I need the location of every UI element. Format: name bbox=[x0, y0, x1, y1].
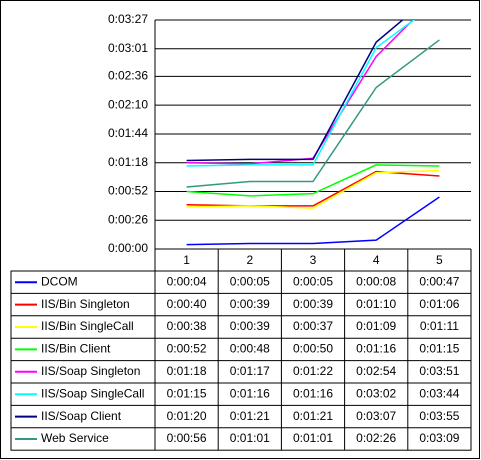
table-cell: 0:00:50 bbox=[293, 342, 333, 356]
y-tick-label: 0:02:10 bbox=[108, 97, 148, 111]
table-cell: 0:00:47 bbox=[419, 274, 459, 288]
table-cell: 0:01:09 bbox=[356, 319, 396, 333]
legend-label: IIS/Bin SingleCall bbox=[41, 319, 134, 333]
table-cell: 0:00:52 bbox=[167, 342, 207, 356]
table-cell: 0:01:17 bbox=[230, 364, 270, 378]
table-cell: 0:01:16 bbox=[293, 386, 333, 400]
table-cell: 0:01:15 bbox=[419, 342, 459, 356]
y-tick-label: 0:00:00 bbox=[108, 241, 148, 255]
y-tick-label: 0:00:52 bbox=[108, 184, 148, 198]
table-cell: 0:00:39 bbox=[230, 297, 270, 311]
table-cell: 0:03:55 bbox=[419, 409, 459, 423]
series-line bbox=[186, 196, 440, 246]
table-cell: 0:03:07 bbox=[356, 409, 396, 423]
table-cell: 0:01:20 bbox=[167, 409, 207, 423]
table-cell: 0:01:16 bbox=[356, 342, 396, 356]
legend-label: IIS/Soap Client bbox=[41, 409, 122, 423]
series-line bbox=[186, 20, 416, 167]
table-cell: 0:00:39 bbox=[293, 297, 333, 311]
table-cell: 0:01:10 bbox=[356, 297, 396, 311]
table-cell: 0:00:05 bbox=[230, 274, 270, 288]
legend-label: IIS/Bin Singleton bbox=[41, 297, 130, 311]
table-cell: 0:00:40 bbox=[167, 297, 207, 311]
series-line bbox=[186, 164, 440, 197]
table-cell: 0:01:16 bbox=[230, 386, 270, 400]
legend-label: IIS/Bin Client bbox=[41, 342, 111, 356]
y-tick-label: 0:01:18 bbox=[108, 155, 148, 169]
legend-label: IIS/Soap Singleton bbox=[41, 364, 140, 378]
table-cell: 0:00:37 bbox=[293, 319, 333, 333]
x-tick-label: 5 bbox=[436, 253, 443, 267]
table-cell: 0:02:54 bbox=[356, 364, 396, 378]
table-cell: 0:00:48 bbox=[230, 342, 270, 356]
legend-label: DCOM bbox=[41, 274, 78, 288]
table-cell: 0:03:09 bbox=[419, 431, 459, 445]
table-cell: 0:01:18 bbox=[167, 364, 207, 378]
table-cell: 0:00:05 bbox=[293, 274, 333, 288]
x-tick-label: 2 bbox=[246, 253, 253, 267]
table-cell: 0:01:15 bbox=[167, 386, 207, 400]
y-tick-label: 0:03:01 bbox=[108, 41, 148, 55]
table-cell: 0:01:11 bbox=[420, 319, 459, 333]
table-cell: 0:00:04 bbox=[167, 274, 207, 288]
table-cell: 0:01:21 bbox=[293, 409, 333, 423]
legend-label: Web Service bbox=[41, 431, 109, 445]
series-line bbox=[186, 39, 440, 188]
table-cell: 0:03:51 bbox=[419, 364, 459, 378]
y-tick-label: 0:00:26 bbox=[108, 212, 148, 226]
plot-lines bbox=[186, 20, 440, 246]
series-line bbox=[186, 169, 440, 209]
table-cell: 0:01:06 bbox=[419, 297, 459, 311]
table-cell: 0:01:01 bbox=[230, 431, 270, 445]
series-line bbox=[186, 20, 404, 162]
table-cell: 0:00:38 bbox=[167, 319, 207, 333]
table-cell: 0:03:02 bbox=[356, 386, 396, 400]
legend-label: IIS/Soap SingleCall bbox=[41, 386, 144, 400]
table-cell: 0:03:44 bbox=[419, 386, 459, 400]
table-cell: 0:01:01 bbox=[293, 431, 333, 445]
y-tick-label: 0:03:27 bbox=[108, 12, 148, 26]
table-cell: 0:01:22 bbox=[293, 364, 333, 378]
y-tick-label: 0:01:44 bbox=[108, 126, 148, 140]
x-tick-label: 4 bbox=[373, 253, 380, 267]
table-cell: 0:00:08 bbox=[356, 274, 396, 288]
table-cell: 0:00:56 bbox=[167, 431, 207, 445]
x-tick-label: 1 bbox=[183, 253, 190, 267]
table-cell: 0:01:21 bbox=[230, 409, 270, 423]
table-cell: 0:00:39 bbox=[230, 319, 270, 333]
y-tick-label: 0:02:36 bbox=[108, 69, 148, 83]
x-tick-label: 3 bbox=[310, 253, 317, 267]
table-cell: 0:02:26 bbox=[356, 431, 396, 445]
